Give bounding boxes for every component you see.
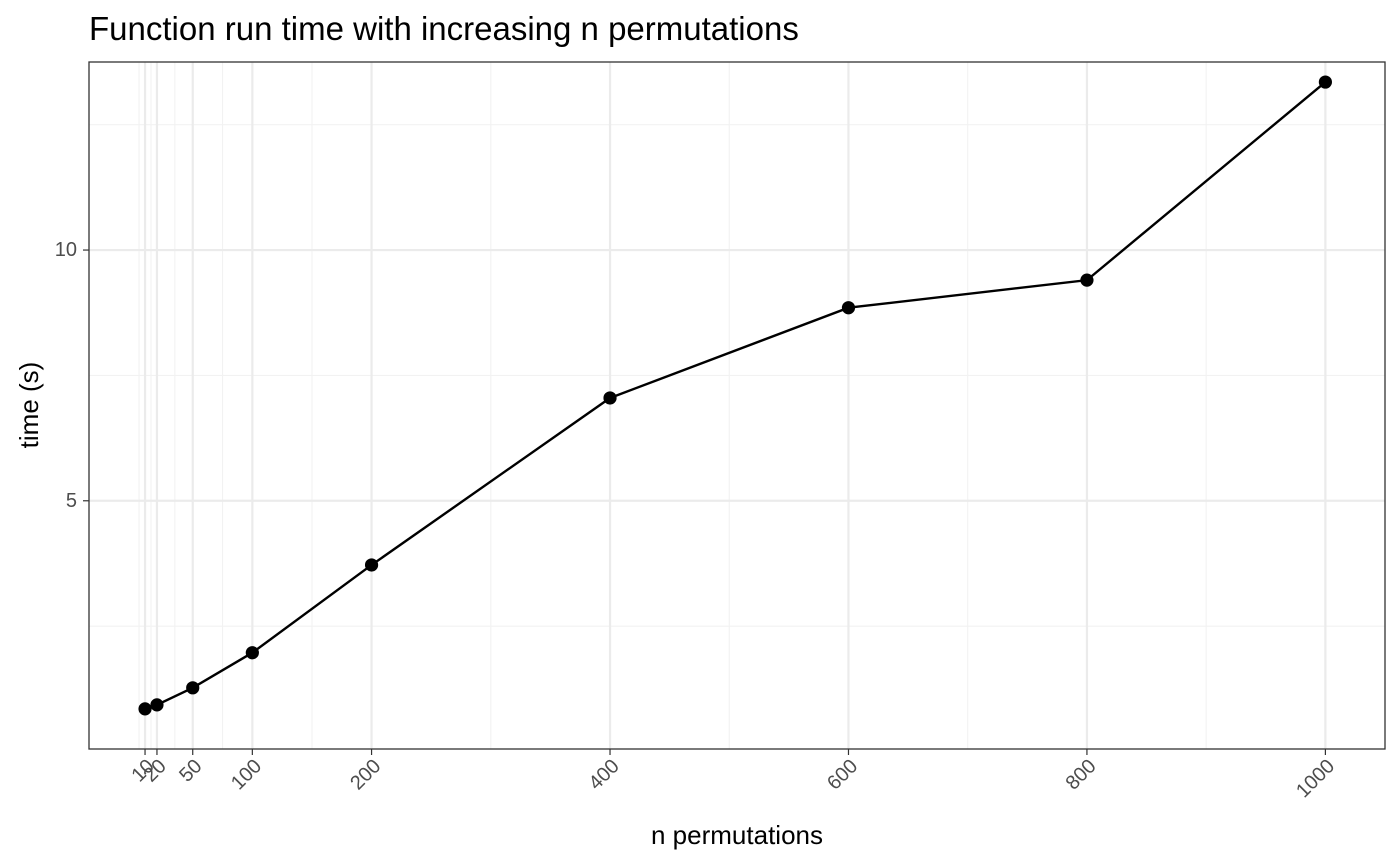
x-axis-title: n permutations xyxy=(651,820,823,850)
y-tick-label: 5 xyxy=(66,490,77,512)
data-point xyxy=(150,698,164,712)
data-point xyxy=(841,301,856,315)
data-point xyxy=(186,681,200,695)
data-point xyxy=(1318,75,1332,89)
data-point xyxy=(245,646,259,660)
chart-title: Function run time with increasing n perm… xyxy=(89,10,799,47)
y-axis-ticks: 5 10 xyxy=(55,239,89,512)
y-axis-title: time (s) xyxy=(14,362,44,449)
y-tick-label: 10 xyxy=(55,239,77,261)
data-point xyxy=(364,558,379,572)
data-series xyxy=(138,75,1332,716)
data-point xyxy=(1080,273,1094,287)
gridlines xyxy=(89,62,1385,749)
data-point xyxy=(138,702,152,716)
plot-panel-border xyxy=(88,61,1386,750)
data-point xyxy=(603,391,617,405)
